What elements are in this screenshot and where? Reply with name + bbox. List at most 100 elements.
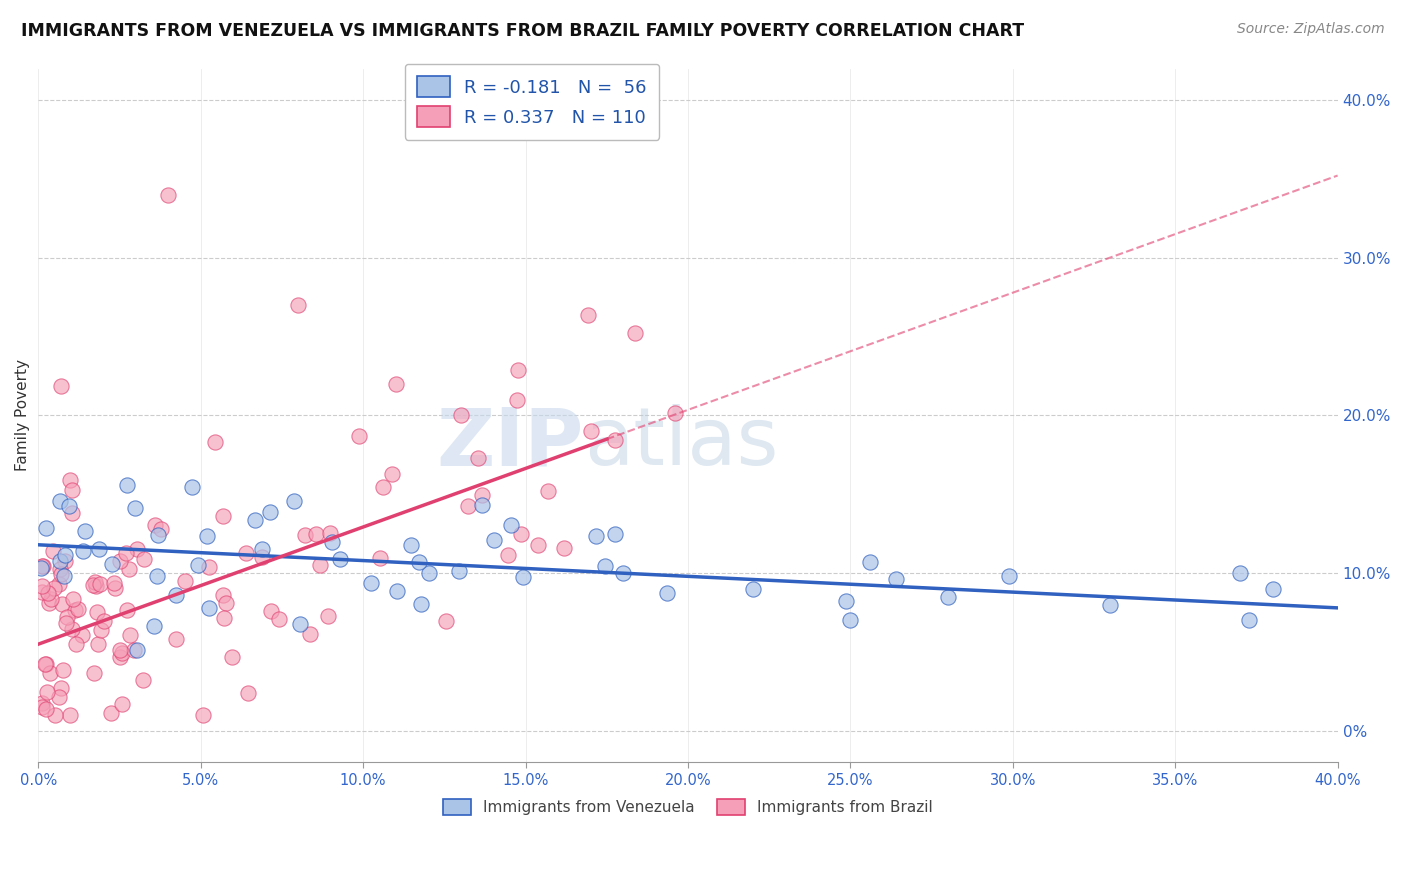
Point — [655, 586, 678, 600]
Point — [115, 546, 138, 560]
Point — [308, 558, 330, 572]
Point — [447, 564, 470, 578]
Point — [90, 623, 112, 637]
Point — [35, 521, 58, 535]
Point — [48, 690, 70, 705]
Point — [742, 582, 765, 596]
Point — [221, 650, 243, 665]
Point — [49, 561, 72, 575]
Point — [385, 583, 408, 598]
Point — [35, 702, 58, 716]
Point — [127, 642, 149, 657]
Point — [1099, 598, 1122, 612]
Text: atlas: atlas — [583, 404, 779, 483]
Point — [212, 588, 235, 602]
Point — [195, 528, 218, 542]
Point — [51, 597, 73, 611]
Point — [884, 573, 907, 587]
Point — [259, 505, 281, 519]
Point — [197, 559, 219, 574]
Point — [212, 508, 235, 523]
Point — [1239, 613, 1261, 627]
Point — [53, 548, 76, 562]
Point — [537, 483, 560, 498]
Point — [60, 623, 83, 637]
Point — [59, 708, 82, 723]
Point — [120, 628, 142, 642]
Point — [53, 569, 76, 583]
Point — [49, 554, 72, 568]
Point — [187, 558, 209, 572]
Point — [31, 559, 53, 574]
Point — [399, 539, 422, 553]
Point — [603, 433, 626, 447]
Point — [1229, 566, 1251, 581]
Point — [288, 616, 311, 631]
Point — [859, 555, 882, 569]
Point — [41, 544, 63, 558]
Point — [576, 308, 599, 322]
Point — [214, 596, 236, 610]
Point — [579, 424, 602, 438]
Point — [839, 614, 862, 628]
Point — [65, 636, 87, 650]
Y-axis label: Family Poverty: Family Poverty — [15, 359, 30, 472]
Point — [553, 541, 575, 555]
Point — [250, 541, 273, 556]
Point — [235, 546, 257, 560]
Point — [496, 548, 519, 562]
Point — [104, 581, 127, 595]
Point — [35, 685, 58, 699]
Point — [134, 552, 156, 566]
Point — [49, 681, 72, 695]
Point — [132, 673, 155, 687]
Point — [360, 576, 382, 591]
Point — [143, 518, 166, 533]
Point — [181, 480, 204, 494]
Point — [287, 298, 309, 312]
Point — [37, 586, 59, 600]
Point — [512, 570, 534, 584]
Point — [834, 594, 856, 608]
Point — [165, 589, 187, 603]
Point — [508, 363, 530, 377]
Point — [117, 478, 139, 492]
Point — [997, 569, 1019, 583]
Point — [62, 591, 84, 606]
Point — [67, 602, 90, 616]
Point — [108, 642, 131, 657]
Point — [471, 498, 494, 512]
Point — [664, 406, 686, 420]
Point — [122, 643, 145, 657]
Point — [31, 559, 53, 574]
Point — [101, 557, 124, 571]
Point — [49, 378, 72, 392]
Point — [368, 551, 391, 566]
Point — [319, 525, 342, 540]
Point — [35, 657, 58, 672]
Point — [329, 552, 352, 566]
Point — [49, 567, 72, 582]
Text: ZIP: ZIP — [437, 404, 583, 483]
Point — [31, 579, 53, 593]
Point — [193, 708, 215, 723]
Point — [381, 467, 404, 482]
Point — [55, 616, 77, 631]
Point — [371, 480, 394, 494]
Point — [75, 524, 97, 538]
Point — [450, 409, 472, 423]
Point — [118, 562, 141, 576]
Point — [100, 706, 122, 721]
Point — [593, 558, 616, 573]
Point — [349, 429, 371, 443]
Point — [482, 533, 505, 547]
Point — [212, 611, 235, 625]
Point — [72, 544, 94, 558]
Point — [53, 554, 76, 568]
Point — [411, 597, 433, 611]
Point — [83, 666, 105, 681]
Point — [42, 581, 65, 595]
Point — [108, 554, 131, 568]
Point — [84, 574, 107, 589]
Point — [115, 603, 138, 617]
